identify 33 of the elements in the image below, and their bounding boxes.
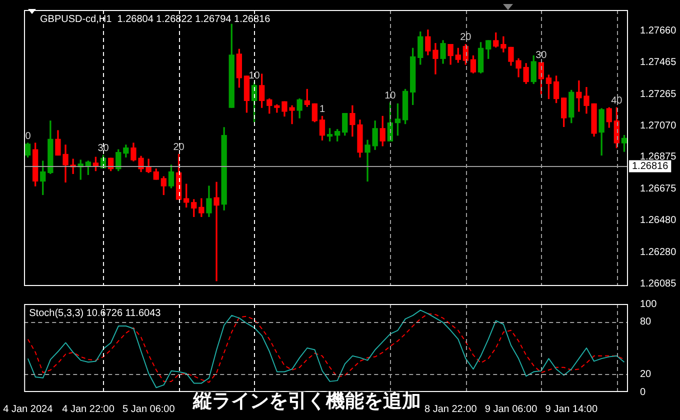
chart-title: GBPUSD-cd,H1 1.26804 1.26822 1.26794 1.26816 bbox=[40, 14, 271, 25]
annotation: 縦ラインを引く機能を追加 bbox=[192, 389, 422, 414]
candlestick bbox=[214, 182, 220, 282]
annotation: 10 bbox=[384, 90, 396, 102]
y-tick-label: 1.27265 bbox=[640, 88, 677, 100]
x-tick-label: 8 Jan 22:00 bbox=[424, 404, 478, 415]
y-tick-label: 100 bbox=[640, 298, 658, 310]
annotation: 1 bbox=[319, 104, 326, 115]
x-tick-label: 4 Jan 22:00 bbox=[62, 404, 115, 415]
y-tick-label: 1.26675 bbox=[640, 184, 677, 195]
annotation: 20 bbox=[460, 32, 472, 44]
chart-title: Stoch(5,3,3) 10.6726 11.6043 bbox=[29, 308, 162, 319]
y-tick-label: 20 bbox=[640, 369, 652, 380]
annotation: 0 bbox=[25, 130, 32, 142]
y-tick-label: 1.26875 bbox=[640, 152, 677, 163]
y-tick-label: 1.27070 bbox=[640, 120, 677, 132]
x-tick-label: 5 Jan 06:00 bbox=[122, 404, 176, 415]
annotation: 20 bbox=[173, 142, 185, 154]
y-tick-label: 1.26085 bbox=[640, 278, 677, 290]
ref-line-label: 1.26816 bbox=[632, 161, 669, 172]
y-tick-label: 1.27660 bbox=[640, 26, 677, 37]
y-tick-label: 0 bbox=[640, 386, 646, 398]
annotation: 40 bbox=[611, 95, 623, 106]
annotation: 10 bbox=[248, 70, 260, 82]
y-tick-label: 80 bbox=[640, 316, 652, 328]
annotation: 30 bbox=[536, 50, 548, 62]
x-tick-label: 4 Jan 2024 bbox=[3, 404, 54, 415]
x-tick-label: 9 Jan 14:00 bbox=[545, 404, 598, 415]
y-tick-label: 1.27465 bbox=[640, 56, 677, 68]
y-tick-label: 1.26480 bbox=[640, 214, 677, 226]
x-tick-label: 9 Jan 06:00 bbox=[484, 404, 538, 415]
annotation: 30 bbox=[98, 142, 110, 154]
y-tick-label: 1.26280 bbox=[640, 247, 677, 258]
